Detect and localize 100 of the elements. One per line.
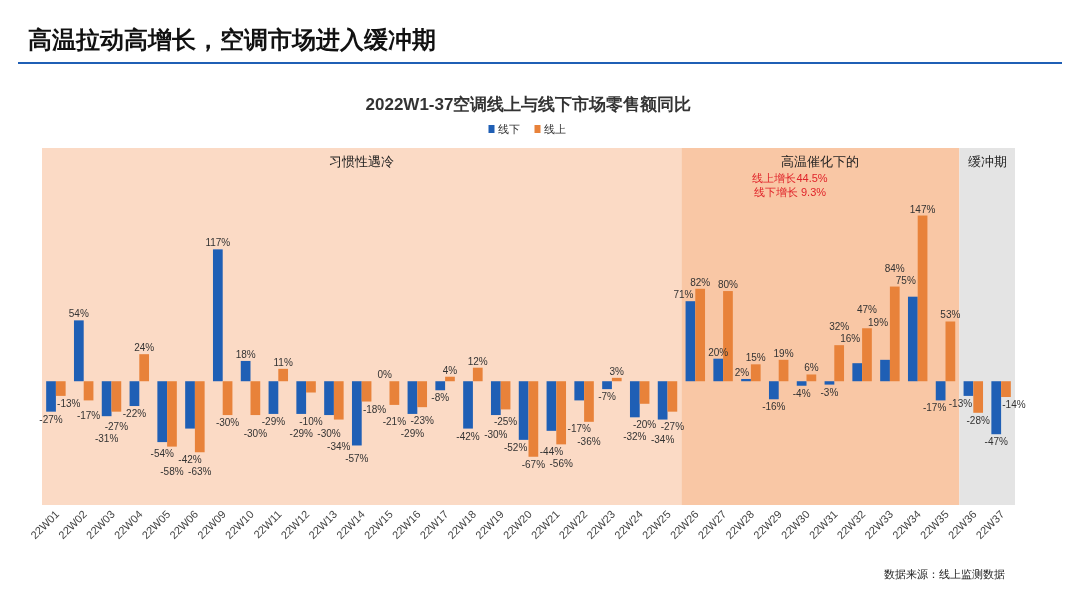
bar [445,376,455,382]
data-label: -18% [362,403,387,415]
data-label: -42% [456,430,480,442]
data-label: -8% [431,392,450,404]
bar [685,301,696,382]
bar [611,377,622,382]
bar [278,368,289,382]
bar [741,378,751,382]
data-label: -34% [327,440,351,452]
bar [212,249,223,382]
data-label: -22% [122,408,147,420]
bar [306,381,316,393]
bar [389,381,400,405]
data-label: -14% [1002,399,1026,411]
data-label: -32% [623,431,647,443]
bar [361,381,372,402]
data-label: -54% [150,448,175,460]
data-label: -30% [317,428,341,440]
bar [713,358,724,382]
bar [750,364,761,382]
data-label: -56% [549,458,573,470]
data-label: -27% [39,413,63,425]
bar [129,381,140,407]
bar [945,321,956,382]
data-label: 12% [467,355,488,367]
data-label: 16% [840,333,861,345]
bar [917,215,928,382]
data-label: -36% [577,435,601,447]
bar [768,381,779,400]
bar [806,374,817,382]
bar [907,296,918,382]
bar [602,381,612,390]
band-label: 缓冲期 [967,154,1007,169]
source-note: 数据来源：线上监测数据 [884,568,1005,580]
bar [333,381,344,420]
bar [185,381,195,429]
bar [518,381,529,440]
chart-title: 高温拉动高增长，空调市场进入缓冲期 [28,26,436,53]
bar [657,381,668,420]
bar [695,288,706,382]
bar [528,381,539,457]
data-label: 20% [708,346,729,358]
data-label: -30% [243,428,268,440]
data-label: -7% [598,391,617,403]
data-label: 80% [717,279,739,291]
bar [407,381,418,414]
bar [157,381,168,443]
text: 线下增长 9.3% [753,186,827,198]
data-label: -31% [94,433,119,445]
data-label: -27% [104,420,129,432]
data-label: 3% [609,365,625,377]
data-label: -20% [632,418,657,430]
legend-label: 线下 [497,123,520,135]
bar [46,381,56,412]
data-label: 15% [745,352,766,364]
data-label: 75% [895,274,916,286]
bar [194,381,205,453]
bar [584,381,594,422]
data-label: 71% [673,289,694,301]
data-label: -57% [345,453,369,465]
bar [296,381,307,414]
data-label: 32% [829,321,850,333]
data-label: -17% [567,423,592,435]
bar [463,381,473,429]
data-label: -17% [76,410,101,422]
bar [880,359,890,382]
data-label: -10% [299,415,323,427]
bar [574,381,585,401]
data-label: 147% [909,203,936,215]
bar [167,381,177,447]
data-label: -4% [792,387,811,399]
bar [472,367,483,382]
bar [935,381,946,401]
bar [778,359,789,382]
data-label: -17% [922,402,947,414]
data-label: -44% [539,445,564,457]
data-label: 0% [377,369,392,381]
bar [556,381,567,445]
bar [417,381,428,408]
data-label: -30% [484,429,508,441]
data-label: 18% [235,348,256,360]
data-label: -29% [261,415,286,427]
bar [139,354,150,382]
data-label: 2% [734,366,750,378]
bar [834,345,845,382]
data-label: 53% [940,309,961,321]
data-label: 11% [273,356,293,368]
bar [852,363,863,382]
bar [490,381,501,416]
data-label: -29% [400,427,425,439]
data-label: -67% [521,458,546,470]
bar [991,381,1002,435]
data-label: 24% [134,342,155,354]
bar [500,381,511,410]
data-label: -63% [188,466,212,478]
data-label: -58% [160,465,184,477]
data-label: -34% [650,433,675,445]
bar [101,381,112,417]
bar [973,381,984,413]
data-label: 84% [884,262,905,274]
